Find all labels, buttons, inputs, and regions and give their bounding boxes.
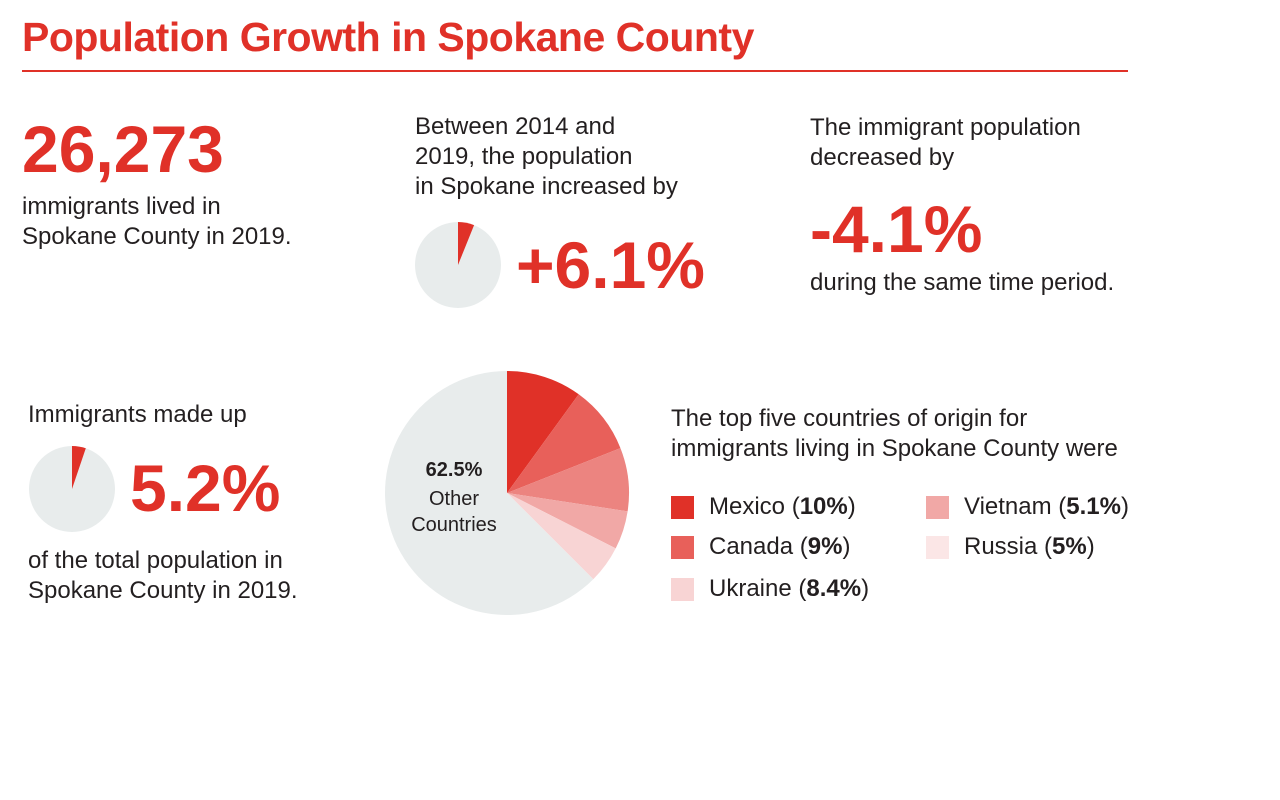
legend-item-vietnam: Vietnam (5.1%) [926, 492, 1129, 522]
legend-paren: ) [861, 575, 870, 602]
pie-slice-share [72, 446, 86, 489]
legend-percent: 9% [807, 533, 843, 560]
other-countries-label-line1: Other [429, 488, 479, 510]
legend-label: Canada (9%) [709, 532, 850, 562]
legend-paren: ) [1086, 533, 1095, 560]
legend-label: Vietnam (5.1%) [964, 492, 1129, 522]
pie-slice-growth [458, 222, 475, 265]
immigrant-share-value: 5.2% [130, 451, 281, 525]
intro-line: Between 2014 and [415, 113, 616, 140]
legend-swatch [926, 495, 949, 519]
pie-slice-other-countries [385, 371, 594, 615]
legend-paren: ) [842, 533, 851, 560]
pie-slice-russia [507, 493, 616, 580]
legend-item-mexico: Mexico (10%) [671, 492, 856, 522]
other-countries-label-line2: Countries [411, 514, 497, 536]
legend-percent: 10% [799, 493, 848, 520]
description-line: Spokane County in 2019. [22, 223, 292, 250]
intro-line: The immigrant population [810, 114, 1081, 141]
intro-line: 2019, the population [415, 143, 633, 170]
legend-item-canada: Canada (9%) [671, 532, 850, 562]
after-line: of the total population in [28, 547, 283, 574]
legend-item-ukraine: Ukraine (8.4%) [671, 574, 869, 604]
legend-item-russia: Russia (5%) [926, 532, 1095, 562]
legend-swatch [671, 535, 694, 559]
immigrant-share-pie [29, 446, 115, 532]
after-line: Spokane County in 2019. [28, 577, 298, 604]
legend-paren: ( [785, 493, 800, 520]
legend-paren: ) [847, 493, 856, 520]
legend-paren: ( [1037, 533, 1053, 560]
legend-country: Mexico [709, 493, 786, 520]
description-line: immigrants lived in [22, 193, 221, 220]
immigrant-share-intro: Immigrants made up [28, 401, 247, 428]
intro-line: decreased by [810, 144, 955, 171]
legend-country: Vietnam [964, 493, 1052, 520]
pie-slices [385, 371, 630, 615]
title-divider [22, 70, 1128, 72]
legend-swatch [671, 577, 694, 601]
legend-percent: 8.4% [806, 575, 862, 602]
population-growth-pie [415, 222, 501, 308]
intro-line: in Spokane increased by [415, 173, 678, 200]
legend-country: Canada [709, 533, 794, 560]
population-growth-value: +6.1% [516, 228, 705, 302]
legend-paren: ( [793, 533, 808, 560]
pie-slice-ukraine [507, 448, 630, 512]
immigrant-count-description: immigrants lived in Spokane County in 20… [22, 192, 342, 252]
immigrant-share-after: of the total population in Spokane Count… [28, 546, 358, 606]
legend-percent: 5.1% [1066, 493, 1121, 520]
page-title: Population Growth in Spokane County [22, 14, 754, 60]
pie-slice-mexico [507, 371, 579, 493]
legend-paren: ) [1120, 493, 1129, 520]
legend-paren: ( [1051, 493, 1067, 520]
legend-swatch [671, 495, 694, 519]
legend-country: Russia [964, 533, 1038, 560]
immigrant-change-after: during the same time period. [810, 269, 1115, 296]
immigrant-change-value: -4.1% [810, 192, 983, 266]
pie-slice-vietnam [507, 493, 628, 549]
immigrant-change-intro: The immigrant population decreased by [810, 113, 1190, 173]
legend-country: Ukraine [709, 575, 792, 602]
legend-label: Mexico (10%) [709, 492, 856, 522]
legend-percent: 5% [1052, 533, 1087, 560]
population-growth-intro: Between 2014 and 2019, the population in… [415, 112, 735, 202]
legend-label: Ukraine (8.4%) [709, 574, 869, 604]
countries-of-origin-pie: 62.5% Other Countries [385, 371, 630, 615]
immigrant-count-value: 26,273 [22, 112, 224, 186]
legend-swatch [926, 535, 949, 559]
other-countries-value-label: 62.5% [426, 459, 483, 481]
legend-heading: The top five countries of origin for imm… [671, 404, 1191, 464]
legend-paren: ( [791, 575, 807, 602]
legend-label: Russia (5%) [964, 532, 1095, 562]
legend-heading-line: The top five countries of origin for [671, 405, 1028, 432]
pie-slice-canada [507, 394, 621, 493]
legend-heading-line: immigrants living in Spokane County were [671, 435, 1118, 462]
